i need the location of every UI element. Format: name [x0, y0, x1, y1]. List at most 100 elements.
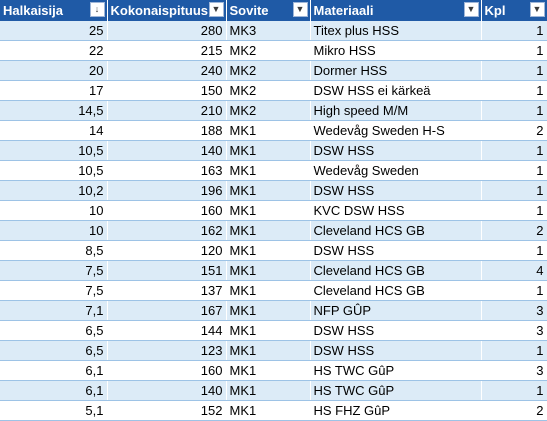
filter-dropdown-icon[interactable]: ▼ [208, 2, 224, 17]
cell-kokonaispituus[interactable]: 160 [107, 360, 227, 381]
cell-halkaisija[interactable]: 10,5 [0, 140, 108, 161]
cell-sovite[interactable]: MK1 [226, 380, 311, 401]
cell-kpl[interactable]: 3 [481, 360, 547, 381]
cell-sovite[interactable]: MK1 [226, 220, 311, 241]
cell-kokonaispituus[interactable]: 240 [107, 60, 227, 81]
table-row[interactable]: 6,1 160 MK1 HS TWC GûP 3 [0, 360, 547, 381]
sort-descending-icon[interactable]: ↓ [89, 2, 105, 17]
cell-materiaali[interactable]: Cleveland HCS GB [310, 280, 482, 301]
cell-kokonaispituus[interactable]: 151 [107, 260, 227, 281]
cell-halkaisija[interactable]: 6,1 [0, 380, 108, 401]
cell-kokonaispituus[interactable]: 280 [107, 21, 227, 41]
cell-sovite[interactable]: MK3 [226, 21, 311, 41]
table-row[interactable]: 7,5 151 MK1 Cleveland HCS GB 4 [0, 260, 547, 281]
cell-sovite[interactable]: MK1 [226, 280, 311, 301]
cell-halkaisija[interactable]: 20 [0, 60, 108, 81]
table-row[interactable]: 6,1 140 MK1 HS TWC GûP 1 [0, 380, 547, 401]
cell-kokonaispituus[interactable]: 137 [107, 280, 227, 301]
cell-halkaisija[interactable]: 7,5 [0, 260, 108, 281]
cell-materiaali[interactable]: Cleveland HCS GB [310, 220, 482, 241]
filter-dropdown-icon[interactable]: ▼ [292, 2, 308, 17]
cell-kokonaispituus[interactable]: 188 [107, 120, 227, 141]
cell-materiaali[interactable]: Titex plus HSS [310, 21, 482, 41]
cell-kokonaispituus[interactable]: 167 [107, 300, 227, 321]
cell-materiaali[interactable]: DSW HSS [310, 180, 482, 201]
cell-halkaisija[interactable]: 6,5 [0, 320, 108, 341]
cell-kpl[interactable]: 1 [481, 21, 547, 41]
cell-materiaali[interactable]: Mikro HSS [310, 40, 482, 61]
cell-halkaisija[interactable]: 8,5 [0, 240, 108, 261]
cell-sovite[interactable]: MK1 [226, 120, 311, 141]
cell-materiaali[interactable]: DSW HSS [310, 340, 482, 361]
cell-sovite[interactable]: MK2 [226, 80, 311, 101]
cell-kpl[interactable]: 1 [481, 340, 547, 361]
table-row[interactable]: 7,1 167 MK1 NFP GÛP 3 [0, 300, 547, 321]
table-row[interactable]: 6,5 123 MK1 DSW HSS 1 [0, 340, 547, 361]
cell-materiaali[interactable]: HS TWC GûP [310, 360, 482, 381]
cell-halkaisija[interactable]: 10,5 [0, 160, 108, 181]
cell-halkaisija[interactable]: 5,1 [0, 400, 108, 421]
table-row[interactable]: 7,5 137 MK1 Cleveland HCS GB 1 [0, 280, 547, 301]
cell-sovite[interactable]: MK1 [226, 300, 311, 321]
cell-kokonaispituus[interactable]: 150 [107, 80, 227, 101]
cell-kpl[interactable]: 1 [481, 80, 547, 101]
cell-materiaali[interactable]: DSW HSS [310, 320, 482, 341]
cell-sovite[interactable]: MK2 [226, 100, 311, 121]
cell-kpl[interactable]: 1 [481, 160, 547, 181]
cell-halkaisija[interactable]: 22 [0, 40, 108, 61]
cell-kpl[interactable]: 1 [481, 180, 547, 201]
cell-materiaali[interactable]: Cleveland HCS GB [310, 260, 482, 281]
cell-sovite[interactable]: MK1 [226, 400, 311, 421]
header-kokonaispituus[interactable]: Kokonaispituus ▼ [107, 0, 227, 21]
cell-materiaali[interactable]: DSW HSS ei kärkeä [310, 80, 482, 101]
cell-kpl[interactable]: 1 [481, 140, 547, 161]
cell-sovite[interactable]: MK1 [226, 340, 311, 361]
table-row[interactable]: 10,5 163 MK1 Wedevåg Sweden 1 [0, 160, 547, 181]
cell-sovite[interactable]: MK1 [226, 140, 311, 161]
cell-halkaisija[interactable]: 6,5 [0, 340, 108, 361]
cell-halkaisija[interactable]: 14 [0, 120, 108, 141]
table-row[interactable]: 10 162 MK1 Cleveland HCS GB 2 [0, 220, 547, 241]
cell-kpl[interactable]: 1 [481, 100, 547, 121]
table-row[interactable]: 22 215 MK2 Mikro HSS 1 [0, 40, 547, 61]
cell-sovite[interactable]: MK1 [226, 200, 311, 221]
cell-materiaali[interactable]: NFP GÛP [310, 300, 482, 321]
cell-kokonaispituus[interactable]: 144 [107, 320, 227, 341]
cell-kokonaispituus[interactable]: 123 [107, 340, 227, 361]
cell-kpl[interactable]: 4 [481, 260, 547, 281]
cell-kpl[interactable]: 1 [481, 40, 547, 61]
cell-sovite[interactable]: MK1 [226, 180, 311, 201]
header-halkaisija[interactable]: Halkaisija ↓ [0, 0, 108, 21]
cell-halkaisija[interactable]: 25 [0, 21, 108, 41]
filter-dropdown-icon[interactable]: ▼ [463, 2, 479, 17]
cell-kpl[interactable]: 1 [481, 280, 547, 301]
cell-kpl[interactable]: 2 [481, 120, 547, 141]
table-row[interactable]: 8,5 120 MK1 DSW HSS 1 [0, 240, 547, 261]
table-row[interactable]: 25 280 MK3 Titex plus HSS 1 [0, 21, 547, 41]
cell-halkaisija[interactable]: 14,5 [0, 100, 108, 121]
cell-materiaali[interactable]: Wedevåg Sweden H-S [310, 120, 482, 141]
cell-halkaisija[interactable]: 10 [0, 220, 108, 241]
cell-kpl[interactable]: 3 [481, 320, 547, 341]
cell-kokonaispituus[interactable]: 210 [107, 100, 227, 121]
cell-sovite[interactable]: MK1 [226, 160, 311, 181]
table-row[interactable]: 20 240 MK2 Dormer HSS 1 [0, 60, 547, 81]
cell-halkaisija[interactable]: 10,2 [0, 180, 108, 201]
cell-halkaisija[interactable]: 6,1 [0, 360, 108, 381]
cell-kokonaispituus[interactable]: 160 [107, 200, 227, 221]
cell-materiaali[interactable]: Wedevåg Sweden [310, 160, 482, 181]
cell-kokonaispituus[interactable]: 163 [107, 160, 227, 181]
cell-materiaali[interactable]: DSW HSS [310, 140, 482, 161]
cell-kokonaispituus[interactable]: 215 [107, 40, 227, 61]
table-row[interactable]: 10 160 MK1 KVC DSW HSS 1 [0, 200, 547, 221]
cell-kokonaispituus[interactable]: 196 [107, 180, 227, 201]
table-row[interactable]: 6,5 144 MK1 DSW HSS 3 [0, 320, 547, 341]
cell-halkaisija[interactable]: 10 [0, 200, 108, 221]
header-sovite[interactable]: Sovite ▼ [226, 0, 311, 21]
cell-kpl[interactable]: 1 [481, 380, 547, 401]
cell-sovite[interactable]: MK2 [226, 60, 311, 81]
cell-sovite[interactable]: MK1 [226, 360, 311, 381]
filter-dropdown-icon[interactable]: ▼ [529, 2, 545, 17]
cell-sovite[interactable]: MK2 [226, 40, 311, 61]
table-row[interactable]: 10,5 140 MK1 DSW HSS 1 [0, 140, 547, 161]
